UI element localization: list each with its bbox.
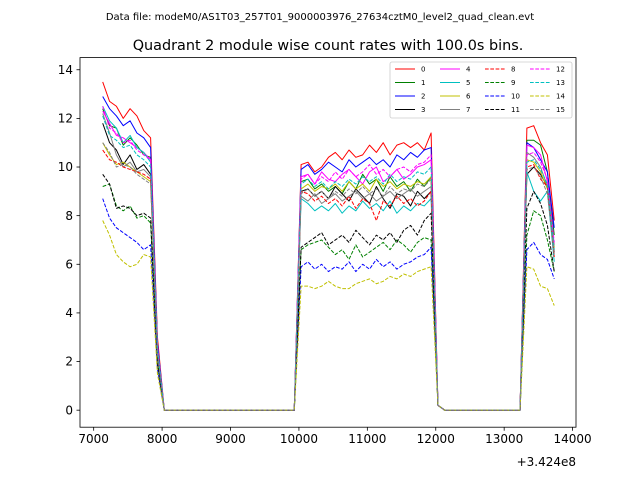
legend-label-2: 2 [421, 93, 425, 101]
x-tick-label: 11000 [348, 432, 386, 446]
x-tick-label: 12000 [417, 432, 455, 446]
legend-frame [389, 61, 573, 119]
plot-lines [102, 81, 555, 411]
legend-label-3: 3 [421, 106, 425, 114]
y-axis: 0 2 4 6 8 10 12 14 [58, 63, 80, 417]
legend-label-7: 7 [466, 106, 470, 114]
legend-label-1: 1 [421, 79, 425, 87]
x-tick-label: 8000 [147, 432, 178, 446]
legend-label-13: 13 [556, 79, 565, 87]
y-tick-label: 12 [58, 112, 73, 126]
chart-title: Quadrant 2 module wise count rates with … [133, 38, 524, 54]
figure-suptitle: Data file: modeM0/AS1T03_257T01_90000039… [106, 12, 534, 23]
y-tick-label: 14 [58, 63, 73, 77]
y-tick-label: 10 [58, 160, 73, 174]
legend-label-8: 8 [511, 66, 515, 74]
x-tick-label: 14000 [553, 432, 591, 446]
legend-label-9: 9 [511, 79, 515, 87]
legend-label-11: 11 [511, 106, 520, 114]
x-axis: 7000 8000 9000 10000 11000 12000 13000 14000 [78, 427, 592, 446]
legend-label-15: 15 [556, 106, 565, 114]
legend-label-5: 5 [466, 79, 470, 87]
x-axis-offset-label: +3.424e8 [517, 455, 576, 469]
y-tick-label: 4 [65, 306, 73, 320]
plot-frame [79, 57, 577, 428]
x-tick-label: 7000 [78, 432, 109, 446]
y-tick-label: 0 [65, 403, 73, 417]
y-tick-label: 2 [65, 355, 73, 369]
legend-label-14: 14 [556, 93, 565, 101]
y-tick-label: 6 [65, 257, 73, 271]
series-line-15 [102, 142, 555, 411]
legend-label-4: 4 [466, 66, 471, 74]
x-tick-label: 9000 [215, 432, 246, 446]
legend-label-0: 0 [421, 66, 425, 74]
legend-label-6: 6 [466, 93, 471, 101]
x-tick-label: 13000 [485, 432, 523, 446]
y-tick-label: 8 [65, 209, 73, 223]
x-tick-label: 10000 [280, 432, 318, 446]
legend-label-12: 12 [556, 66, 565, 74]
legend-label-10: 10 [511, 93, 520, 101]
